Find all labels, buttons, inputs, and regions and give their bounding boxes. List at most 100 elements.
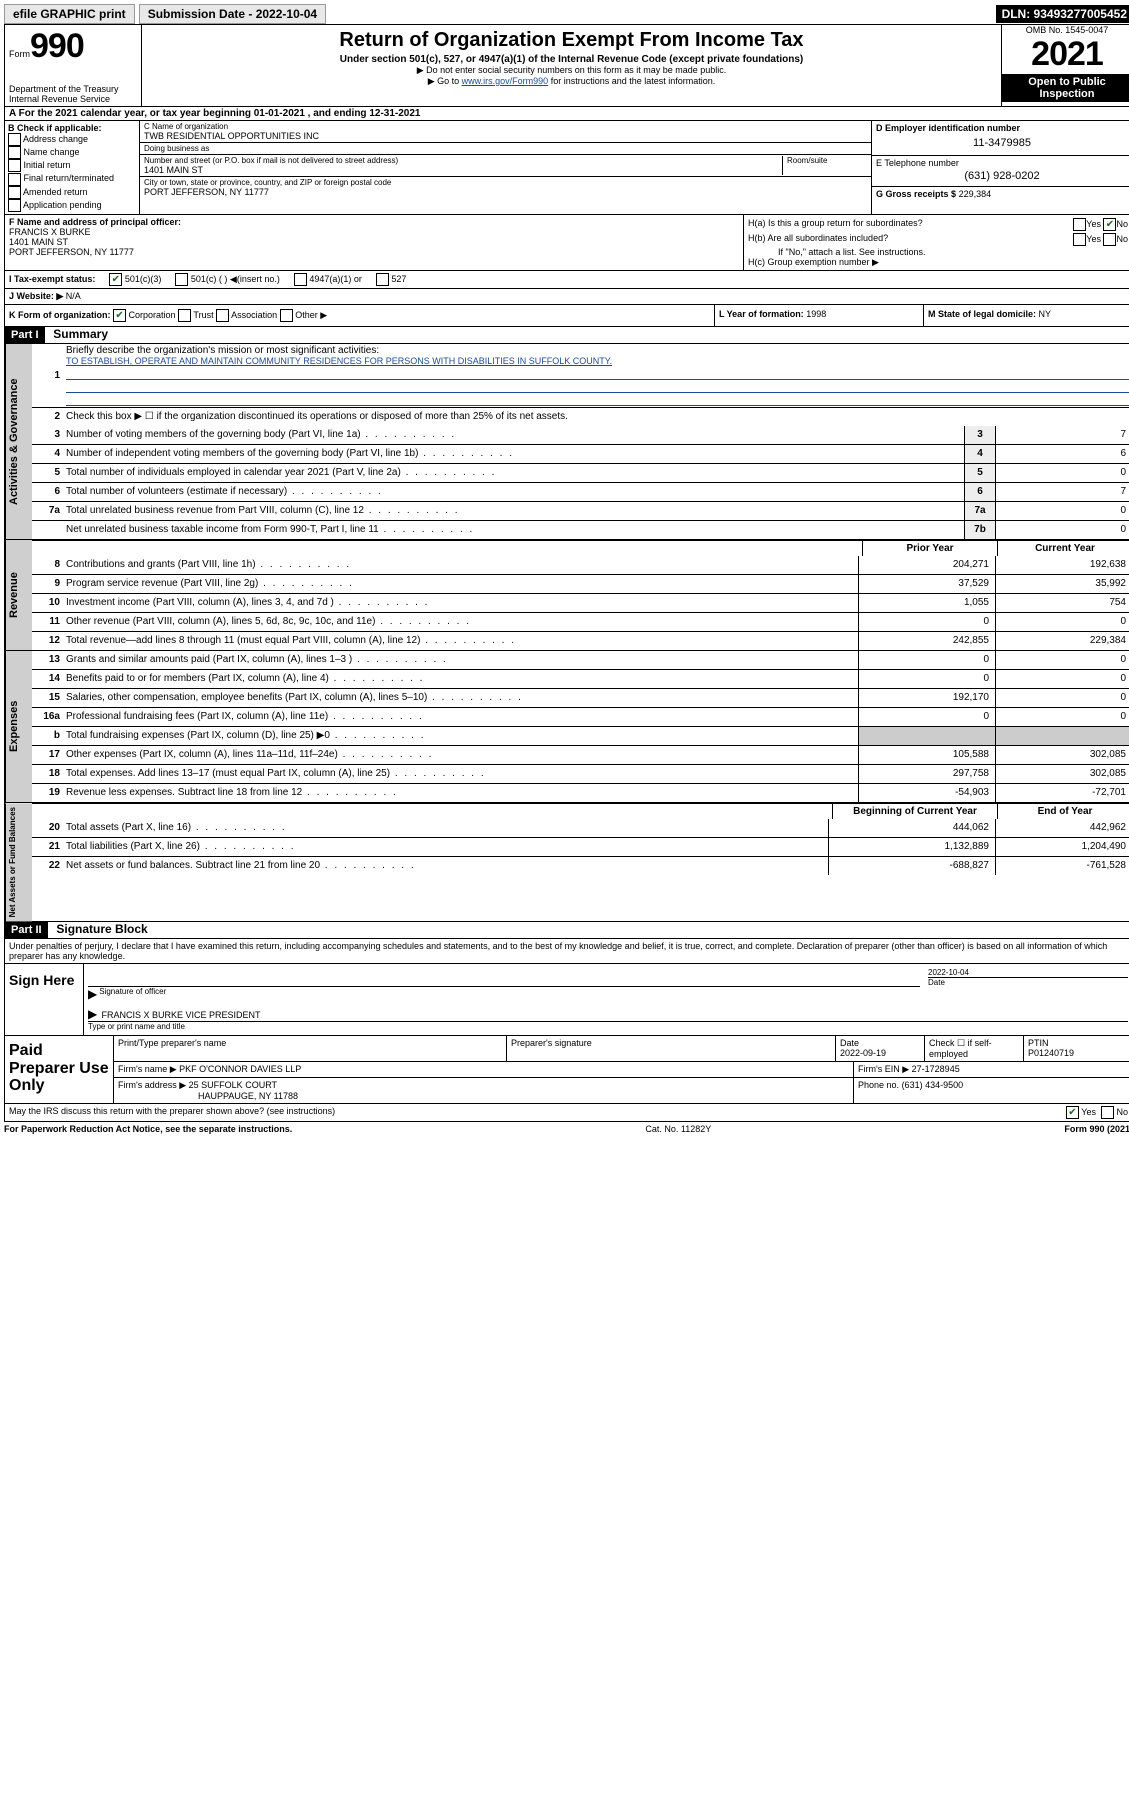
chk-4947[interactable]: [294, 273, 307, 286]
part1-title: Summary: [47, 325, 114, 343]
net-assets-section: Net Assets or Fund Balances Beginning of…: [4, 803, 1129, 922]
note-link-pre: ▶ Go to: [428, 76, 462, 86]
note-link-post: for instructions and the latest informat…: [548, 76, 715, 86]
chk-association[interactable]: [216, 309, 229, 322]
sign-date-label: Date: [928, 977, 1128, 987]
paid-preparer-label: Paid Preparer Use Only: [5, 1036, 114, 1103]
top-bar: efile GRAPHIC print Submission Date - 20…: [4, 4, 1129, 24]
current-year-header: Current Year: [997, 541, 1129, 556]
row-j-website: J Website: ▶ N/A: [4, 289, 1129, 305]
discuss-yes[interactable]: [1066, 1106, 1079, 1119]
table-row: 6Total number of volunteers (estimate if…: [32, 482, 1129, 501]
ha-label: H(a) Is this a group return for subordin…: [748, 218, 923, 231]
ptin-value: P01240719: [1028, 1048, 1128, 1058]
chk-corporation[interactable]: [113, 309, 126, 322]
officer-printed-name: FRANCIS X BURKE VICE PRESIDENT: [101, 1010, 260, 1020]
chk-final-return[interactable]: Final return/terminated: [8, 172, 136, 185]
chk-amended-return[interactable]: Amended return: [8, 186, 136, 199]
table-row: 22Net assets or fund balances. Subtract …: [32, 856, 1129, 875]
vtab-expenses: Expenses: [5, 651, 32, 802]
table-row: 12Total revenue—add lines 8 through 11 (…: [32, 631, 1129, 650]
governance-lines: 1 Briefly describe the organization's mi…: [32, 344, 1129, 539]
officer-addr1: 1401 MAIN ST: [9, 237, 739, 247]
discuss-question: May the IRS discuss this return with the…: [9, 1106, 1066, 1119]
paid-preparer-block: Paid Preparer Use Only Print/Type prepar…: [4, 1036, 1129, 1104]
gross-receipts-label: G Gross receipts $: [876, 189, 956, 199]
governance-section: Activities & Governance 1 Briefly descri…: [4, 344, 1129, 540]
table-row: 20Total assets (Part X, line 16)444,0624…: [32, 819, 1129, 837]
city-label: City or town, state or province, country…: [144, 178, 867, 187]
table-row: 18Total expenses. Add lines 13–17 (must …: [32, 764, 1129, 783]
irs-label: Internal Revenue Service: [9, 94, 137, 104]
m-value: NY: [1039, 309, 1052, 319]
b-label: B Check if applicable:: [8, 123, 136, 133]
submission-date-button[interactable]: Submission Date - 2022-10-04: [139, 4, 326, 24]
firm-addr1: 25 SUFFOLK COURT: [189, 1080, 277, 1090]
firm-phone-label: Phone no.: [858, 1080, 899, 1090]
table-row: 13Grants and similar amounts paid (Part …: [32, 651, 1129, 669]
preparer-date: 2022-09-19: [840, 1048, 920, 1058]
preparer-sig-hdr: Preparer's signature: [507, 1036, 836, 1061]
preparer-date-hdr: Date: [840, 1038, 920, 1048]
table-row: 21Total liabilities (Part X, line 26)1,1…: [32, 837, 1129, 856]
table-row: 14Benefits paid to or for members (Part …: [32, 669, 1129, 688]
discuss-no[interactable]: [1101, 1106, 1114, 1119]
column-c: C Name of organization TWB RESIDENTIAL O…: [140, 121, 871, 214]
table-row: 15Salaries, other compensation, employee…: [32, 688, 1129, 707]
table-row: 11Other revenue (Part VIII, column (A), …: [32, 612, 1129, 631]
chk-other[interactable]: [280, 309, 293, 322]
part1-badge: Part I: [5, 327, 45, 343]
row-i-tax-exempt: I Tax-exempt status: 501(c)(3) 501(c) ( …: [4, 271, 1129, 289]
footer-center: Cat. No. 11282Y: [292, 1124, 1064, 1134]
form-number-block: Form990 Department of the Treasury Inter…: [5, 25, 142, 106]
ha-no[interactable]: [1103, 218, 1116, 231]
sign-here-label: Sign Here: [5, 964, 84, 1035]
net-assets-lines: Beginning of Current Year End of Year 20…: [32, 803, 1129, 921]
chk-501c3[interactable]: [109, 273, 122, 286]
chk-527[interactable]: [376, 273, 389, 286]
org-name-label: C Name of organization: [144, 122, 867, 131]
form-title: Return of Organization Exempt From Incom…: [148, 29, 995, 52]
line-1-num: 1: [32, 370, 64, 381]
boy-header: Beginning of Current Year: [832, 804, 997, 819]
irs-link[interactable]: www.irs.gov/Form990: [462, 76, 549, 86]
line-1-desc: Briefly describe the organization's miss…: [64, 344, 1129, 407]
vtab-revenue: Revenue: [5, 540, 32, 650]
chk-initial-return[interactable]: Initial return: [8, 159, 136, 172]
form-number: 990: [30, 27, 84, 65]
table-row: Net unrelated business taxable income fr…: [32, 520, 1129, 539]
preparer-name-hdr: Print/Type preparer's name: [114, 1036, 507, 1061]
footer-left: For Paperwork Reduction Act Notice, see …: [4, 1124, 292, 1134]
hb-no[interactable]: [1103, 233, 1116, 246]
chk-application-pending[interactable]: Application pending: [8, 199, 136, 212]
hb-yes[interactable]: [1073, 233, 1086, 246]
chk-address-change[interactable]: Address change: [8, 133, 136, 146]
expenses-section: Expenses 13Grants and similar amounts pa…: [4, 651, 1129, 803]
m-state-domicile: M State of legal domicile: NY: [923, 305, 1129, 326]
city-value: PORT JEFFERSON, NY 11777: [144, 187, 867, 197]
chk-501c[interactable]: [175, 273, 188, 286]
firm-name: PKF O'CONNOR DAVIES LLP: [179, 1064, 301, 1074]
i-label: I Tax-exempt status:: [9, 274, 95, 284]
self-employed-hdr: Check ☐ if self-employed: [925, 1036, 1024, 1061]
ein-label: D Employer identification number: [876, 123, 1128, 133]
part2-title: Signature Block: [50, 920, 153, 938]
penalties-text: Under penalties of perjury, I declare th…: [4, 939, 1129, 964]
expenses-lines: 13Grants and similar amounts paid (Part …: [32, 651, 1129, 802]
chk-trust[interactable]: [178, 309, 191, 322]
firm-addr2: HAUPPAUGE, NY 11788: [118, 1091, 298, 1101]
sign-date: 2022-10-04: [928, 968, 1128, 977]
row-f-h: F Name and address of principal officer:…: [4, 215, 1129, 271]
omb-number: OMB No. 1545-0047: [1002, 25, 1129, 35]
hc-label: H(c) Group exemption number ▶: [748, 257, 1128, 268]
revenue-col-headers: Prior Year Current Year: [32, 540, 1129, 556]
phone-value: (631) 928-0202: [876, 168, 1128, 184]
sign-right: Signature of officer 2022-10-04 Date FRA…: [84, 964, 1129, 1035]
vtab-net-assets: Net Assets or Fund Balances: [5, 803, 32, 921]
ha-yes[interactable]: [1073, 218, 1086, 231]
officer-addr2: PORT JEFFERSON, NY 11777: [9, 247, 739, 257]
f-label: F Name and address of principal officer:: [9, 217, 739, 227]
efile-button[interactable]: efile GRAPHIC print: [4, 4, 135, 24]
chk-name-change[interactable]: Name change: [8, 146, 136, 159]
page-footer: For Paperwork Reduction Act Notice, see …: [4, 1122, 1129, 1136]
